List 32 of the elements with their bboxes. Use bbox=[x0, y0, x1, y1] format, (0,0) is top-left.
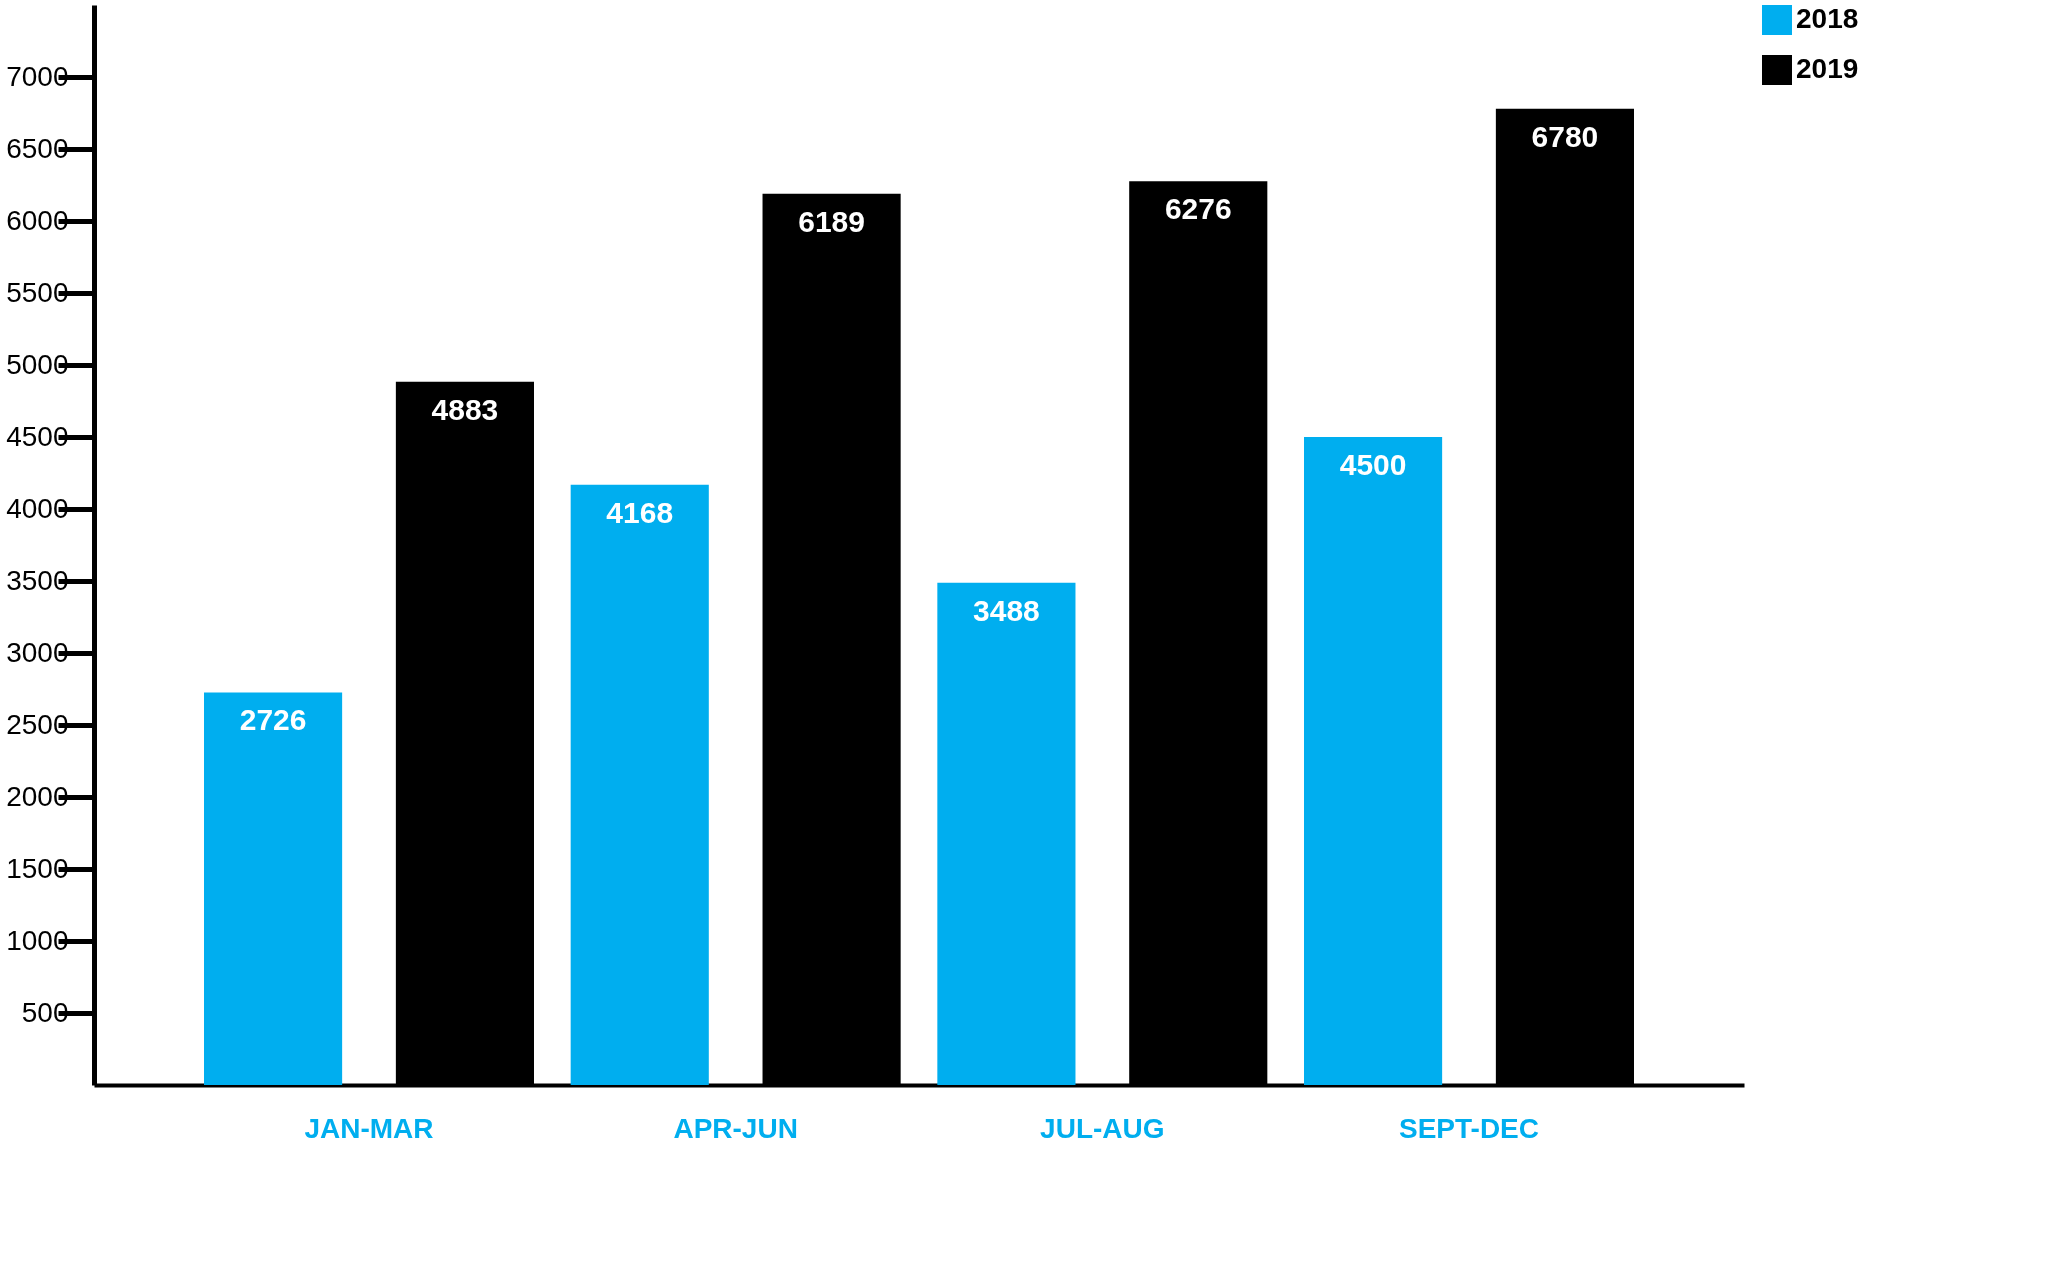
x-tick-label: APR-JUN bbox=[673, 1112, 798, 1144]
data-label: 6276 bbox=[1164, 192, 1232, 226]
data-label: 4500 bbox=[1339, 448, 1407, 481]
y-tick-label: 2500 bbox=[6, 708, 69, 740]
y-tick-label: 6500 bbox=[6, 132, 69, 164]
data-label: 6189 bbox=[798, 204, 865, 238]
data-label: 4168 bbox=[606, 495, 674, 529]
bar bbox=[570, 484, 709, 1085]
y-tick-label: 2000 bbox=[6, 780, 69, 812]
y-tick-label: 7000 bbox=[6, 60, 69, 92]
y-tick-label: 3500 bbox=[6, 564, 69, 596]
y-tick-label: 4000 bbox=[6, 492, 69, 524]
data-label: 2726 bbox=[239, 703, 307, 737]
x-tick-label: JUL-AUG bbox=[1040, 1112, 1165, 1144]
y-tick-label: 3000 bbox=[6, 636, 69, 668]
y-tick-label: 5500 bbox=[6, 276, 69, 308]
y-tick-label: 4500 bbox=[6, 420, 69, 452]
x-tick-label: JAN-MAR bbox=[304, 1112, 434, 1144]
data-label: 3488 bbox=[973, 593, 1040, 627]
bar bbox=[937, 582, 1076, 1085]
legend-label: 2018 bbox=[1796, 3, 1859, 34]
data-label: 4883 bbox=[431, 392, 499, 426]
bar bbox=[1304, 437, 1443, 1085]
y-tick-label: 6000 bbox=[6, 204, 69, 236]
legend-label: 2019 bbox=[1796, 53, 1859, 84]
y-tick-label: 1000 bbox=[6, 924, 69, 956]
y-tick-label: 5000 bbox=[6, 348, 69, 380]
x-tick-label: SEPT-DEC bbox=[1398, 1112, 1540, 1144]
data-label: 6780 bbox=[1531, 119, 1599, 153]
bar bbox=[204, 692, 343, 1085]
y-tick-label: 1500 bbox=[6, 852, 69, 884]
y-tick-label: 500 bbox=[21, 996, 69, 1028]
